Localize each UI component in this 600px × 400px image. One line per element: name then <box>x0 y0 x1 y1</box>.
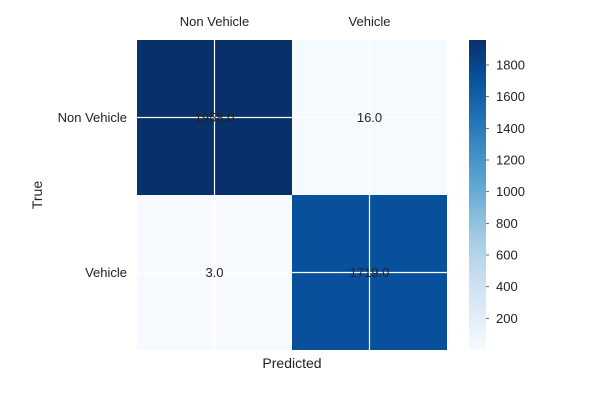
cell-value-label: 16.0 <box>357 110 382 125</box>
colorbar-tick-label: 400 <box>496 279 518 294</box>
colorbar-tick-label: 800 <box>496 216 518 231</box>
colorbar-tick-label: 1000 <box>496 184 525 199</box>
cell-value-label: 1958.0 <box>195 110 235 125</box>
colorbar-tick-label: 1600 <box>496 89 525 104</box>
colorbar-tick-label: 600 <box>496 248 518 263</box>
colorbar-ticks: 200 400 600 800 1000 1200 1400 1600 1800 <box>486 58 525 326</box>
cell-value-label: 1719.0 <box>350 265 390 280</box>
heatmap-cells <box>137 40 447 350</box>
cell-value-label: 3.0 <box>205 265 223 280</box>
cell-value-labels: 1958.0 16.0 3.0 1719.0 <box>195 110 390 280</box>
colorbar-tick-label: 200 <box>496 311 518 326</box>
gridlines <box>137 40 447 350</box>
colorbar-tick-label: 1800 <box>496 58 525 73</box>
y-tick-label: Non Vehicle <box>58 110 127 125</box>
x-tick-labels: Non Vehicle Vehicle <box>180 14 391 29</box>
x-tick-label: Non Vehicle <box>180 14 249 29</box>
x-axis-label: Predicted <box>262 355 321 371</box>
colorbar-tick-label: 1200 <box>496 153 525 168</box>
y-tick-labels: Non Vehicle Vehicle <box>58 110 127 280</box>
colorbar <box>469 40 486 350</box>
x-tick-label: Vehicle <box>349 14 391 29</box>
colorbar-tick-label: 1400 <box>496 121 525 136</box>
y-tick-label: Vehicle <box>85 265 127 280</box>
y-axis-label: True <box>29 181 45 209</box>
